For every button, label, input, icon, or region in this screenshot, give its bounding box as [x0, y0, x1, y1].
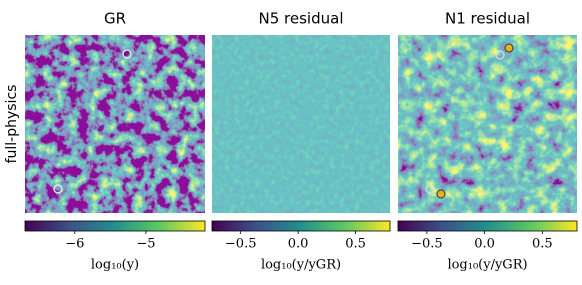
colorbar — [24, 220, 206, 232]
heatmap-image — [25, 35, 205, 213]
colorbar-label: log₁₀(y/yGR) — [261, 258, 341, 273]
colorbar-tick-label: 0.0 — [474, 237, 495, 252]
colorbar-tick-label: −6 — [65, 237, 84, 252]
panel-title: GR — [104, 10, 126, 28]
colorbar-tick-label: 0.0 — [288, 237, 309, 252]
marker — [436, 189, 446, 199]
marker — [425, 184, 435, 194]
marker — [53, 184, 63, 194]
colorbar-tick-label: 0.5 — [532, 237, 553, 252]
marker — [504, 43, 514, 53]
heatmap-image — [398, 35, 577, 213]
colorbar-label: log₁₀(y) — [91, 258, 139, 273]
marker — [122, 49, 132, 59]
colorbar — [397, 220, 578, 232]
colorbar-tick-label: 0.5 — [345, 237, 366, 252]
marker — [495, 50, 505, 60]
colorbar-label: log₁₀(y/yGR) — [447, 258, 527, 273]
colorbar — [211, 220, 391, 232]
heatmap-image — [212, 35, 390, 213]
colorbar-tick-label: −5 — [136, 237, 155, 252]
panel-title: N5 residual — [259, 10, 344, 28]
colorbar-tick-label: −0.5 — [225, 237, 257, 252]
colorbar-tick-label: −0.5 — [411, 237, 443, 252]
row-label: full-physics — [4, 85, 20, 164]
panel-title: N1 residual — [445, 10, 530, 28]
